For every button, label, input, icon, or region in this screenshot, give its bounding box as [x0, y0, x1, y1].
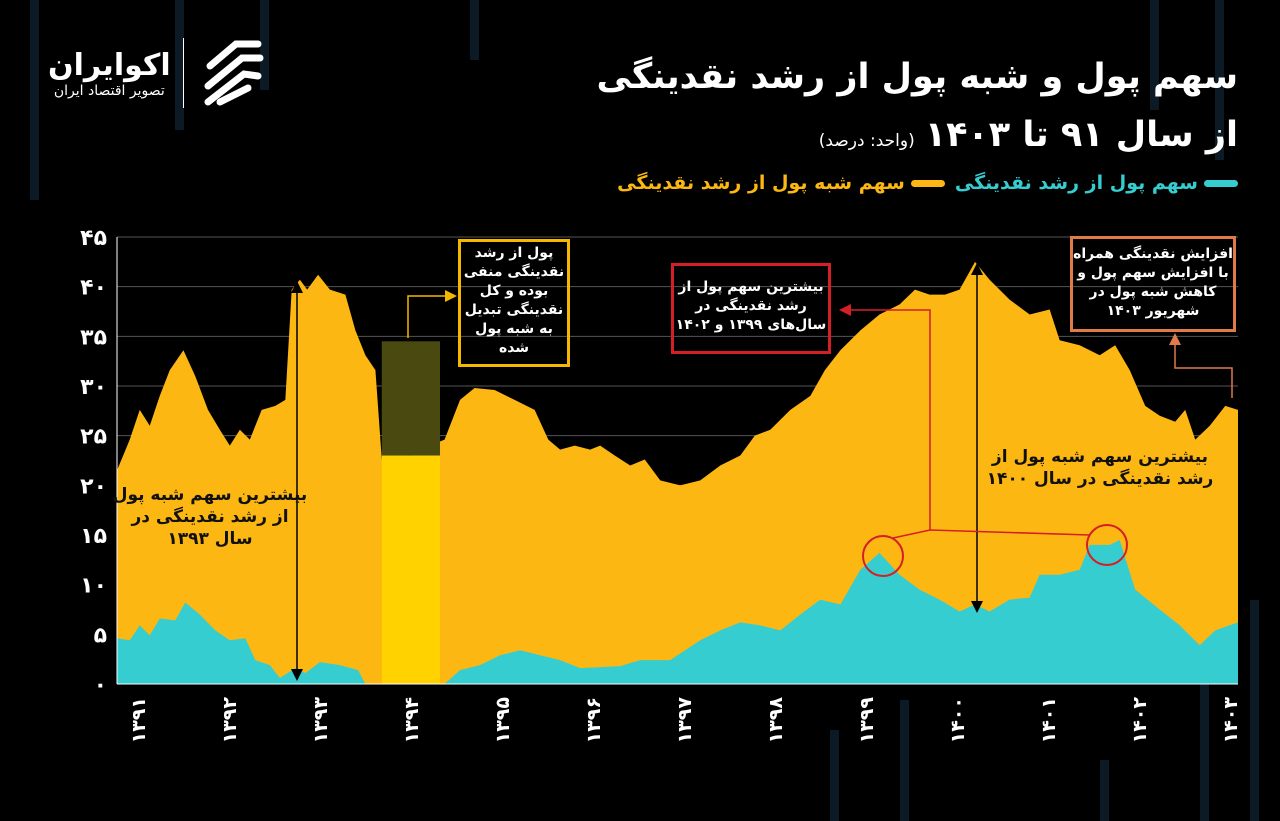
background-bar: [30, 0, 39, 200]
legend-swatch-money: [1204, 180, 1238, 187]
x-tick-label: ۱۳۹۶: [583, 697, 605, 743]
y-tick-label: ۴۰: [80, 276, 107, 301]
x-tick-label: ۱۴۰۳: [1220, 697, 1242, 744]
background-bar: [1215, 0, 1224, 160]
brand-logo-icon: [204, 40, 264, 106]
annotation-max-quasi-1393: بیشترین سهم شبه پول از رشد نقدینگی در سا…: [112, 485, 308, 549]
x-tick-label: ۱۳۹۲: [219, 697, 241, 744]
y-tick-label: ۴۵: [80, 226, 107, 251]
legend: سهم پول از رشد نقدینگی سهم شبه پول از رش…: [617, 172, 1238, 194]
x-tick-label: ۱۳۹۴: [401, 697, 423, 743]
area-money: [117, 539, 1238, 684]
background-bar: [470, 0, 479, 60]
title-line-2: از سال ۹۱ تا ۱۴۰۳: [924, 115, 1238, 155]
annotation-max-money: بیشترین سهم پول از رشد نقدینگی در سال‌ها…: [671, 263, 831, 354]
x-tick-label: ۱۳۹۹: [856, 697, 878, 744]
brand-logo: اکوایران تصویر اقتصاد ایران: [48, 36, 270, 110]
legend-label-money: سهم پول از رشد نقدینگی: [954, 172, 1198, 194]
annotation-max-quasi-1400: بیشترین سهم شبه پول از رشد نقدینگی در سا…: [986, 447, 1214, 489]
y-tick-label: ۳۵: [80, 325, 107, 350]
x-tick-label: ۱۳۹۵: [492, 697, 514, 744]
brand-tagline: تصویر اقتصاد ایران: [53, 82, 165, 99]
x-tick-label: ۱۴۰۲: [1129, 697, 1151, 744]
y-tick-label: ۵: [94, 623, 107, 648]
background-bar: [900, 700, 909, 821]
legend-item-money: سهم پول از رشد نقدینگی: [955, 172, 1238, 194]
background-bar: [1150, 0, 1159, 110]
y-tick-label: ۰: [94, 673, 107, 698]
background-bar: [175, 0, 184, 130]
x-tick-label: ۱۴۰۱: [1038, 697, 1060, 743]
title-line-1: سهم پول و شبه پول از رشد نقدینگی: [596, 57, 1238, 97]
annotation-shahrivar-1403: افزایش نقدینگی همراه با افزایش سهم پول و…: [1070, 236, 1236, 332]
background-bar: [1250, 600, 1259, 821]
background-bar: [260, 0, 269, 90]
background-bar: [830, 730, 839, 821]
highlight-box: [381, 341, 441, 456]
arrow-red: [839, 304, 931, 530]
x-tick-label: ۱۳۹۷: [674, 697, 696, 744]
legend-swatch-quasi-money: [910, 180, 945, 187]
x-tick-label: ۱۳۹۸: [765, 697, 787, 744]
legend-item-quasi-money: سهم شبه پول از رشد نقدینگی: [617, 172, 945, 194]
x-tick-label: ۱۳۹۱: [128, 697, 150, 743]
brand-name: اکوایران: [48, 47, 171, 83]
arrow-orange: [1169, 333, 1233, 398]
background-bar: [1100, 760, 1109, 821]
logo-divider: [182, 38, 184, 108]
background-bar: [1200, 620, 1209, 821]
y-tick-label: ۲۰: [80, 474, 107, 499]
y-tick-label: ۱۰: [80, 574, 107, 599]
x-tick-label: ۱۴۰۰: [947, 697, 969, 743]
unit-label: (واحد: درصد): [818, 131, 915, 151]
y-tick-label: ۲۵: [80, 425, 107, 450]
highlight-band: [381, 455, 441, 684]
highlight-circle-1399: [862, 535, 904, 577]
highlight-circle-1402: [1086, 524, 1128, 566]
annotation-negative-money: پول از رشد نقدینگی منفی بوده و کل نقدینگ…: [458, 239, 570, 367]
arrow-yellow: [407, 290, 457, 338]
chart-title: سهم پول و شبه پول از رشد نقدینگی از سال …: [596, 48, 1238, 170]
y-tick-label: ۳۰: [80, 375, 107, 400]
legend-label-quasi-money: سهم شبه پول از رشد نقدینگی: [617, 172, 905, 194]
y-tick-label: ۱۵: [80, 524, 107, 549]
x-tick-label: ۱۳۹۳: [310, 697, 332, 744]
